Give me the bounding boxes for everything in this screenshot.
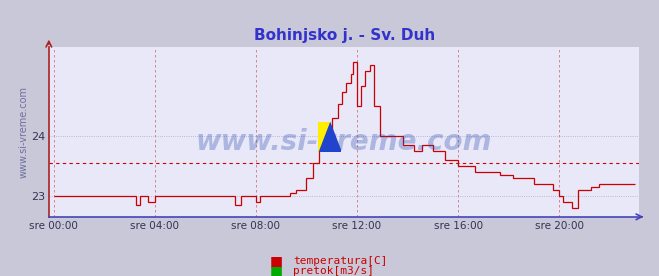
Text: ■: ■ [270,254,283,268]
Polygon shape [318,122,330,152]
Text: www.si-vreme.com: www.si-vreme.com [196,128,492,156]
Text: temperatura[C]: temperatura[C] [293,256,387,266]
Title: Bohinjsko j. - Sv. Duh: Bohinjsko j. - Sv. Duh [254,28,435,43]
Y-axis label: www.si-vreme.com: www.si-vreme.com [18,86,28,178]
Text: pretok[m3/s]: pretok[m3/s] [293,266,374,276]
Text: ■: ■ [270,264,283,276]
Polygon shape [318,122,341,152]
